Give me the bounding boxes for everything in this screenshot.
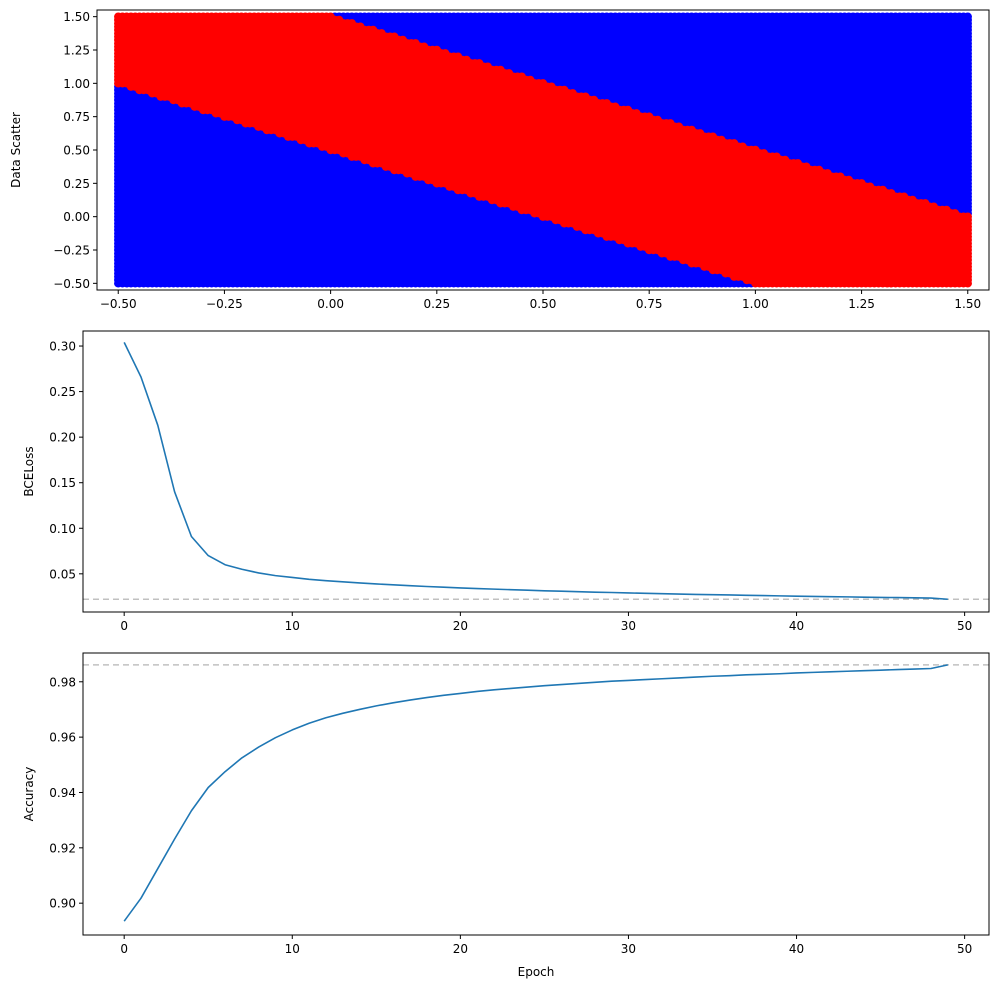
scatter-series-outside [114,12,972,288]
scatter-plot-area [114,12,972,288]
scatter-panel: −0.50 −0.25 0.00 0.25 0.50 0.75 1.00 1.25 1.50 −… [9,9,990,311]
